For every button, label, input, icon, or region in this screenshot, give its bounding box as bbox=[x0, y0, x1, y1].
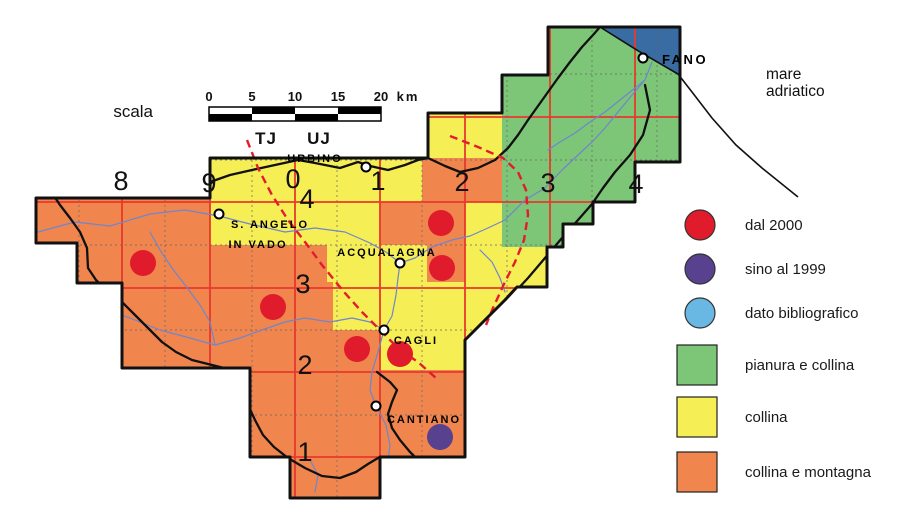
legend: dal 2000 sino al 1999 dato bibliografico pi… bbox=[676, 209, 872, 493]
sea-name-label: mare bbox=[766, 66, 801, 83]
town-label-acqualagna: ACQUALAGNA bbox=[337, 247, 436, 259]
terrain-cell-green bbox=[502, 202, 593, 224]
province-boundary-line bbox=[50, 191, 380, 480]
town-marker-urbino bbox=[360, 161, 372, 173]
terrain-cell-green bbox=[502, 162, 635, 202]
town-marker-s-angelo-in-vado bbox=[213, 208, 225, 220]
province-boundary-line bbox=[513, 83, 652, 294]
town-label-fano: FANO bbox=[662, 52, 708, 67]
scale-tick-label: 5 bbox=[248, 89, 255, 104]
utm-zone-label: UJ bbox=[307, 129, 331, 148]
province-boundary-line bbox=[426, 27, 602, 174]
scale-bar: scala 0 5 10 15 20 km TJ UJ bbox=[113, 89, 420, 148]
map-outline bbox=[34, 25, 682, 500]
grid-number: 2 bbox=[297, 350, 312, 380]
terrain-cell-green bbox=[502, 224, 563, 247]
zone-dashed-boundary bbox=[449, 134, 530, 326]
town-label-cantiano: CANTIANO bbox=[387, 414, 461, 426]
legend-swatch-circle bbox=[684, 209, 716, 241]
grid-number: 3 bbox=[540, 168, 555, 198]
grid-number: 3 bbox=[295, 269, 310, 299]
terrain-cell-yellow bbox=[210, 158, 422, 202]
legend-swatch-circle bbox=[684, 297, 716, 329]
grid-number: 4 bbox=[299, 184, 314, 214]
river-line bbox=[37, 61, 653, 264]
utm-zone-label: TJ bbox=[255, 129, 277, 148]
terrain-cell-yellow bbox=[327, 245, 380, 282]
scale-tick-label: 10 bbox=[288, 89, 302, 104]
river-line bbox=[39, 262, 401, 346]
town-marker-acqualagna bbox=[394, 257, 406, 269]
grid-number: 4 bbox=[628, 169, 643, 199]
town-label-cagli: CAGLI bbox=[394, 335, 438, 347]
legend-item-label: collina bbox=[745, 409, 788, 426]
sea-name-label: adriatico bbox=[766, 83, 825, 100]
town-label-urbino: URBINO bbox=[287, 153, 342, 165]
grid-number: 0 bbox=[285, 164, 300, 194]
legend-swatch-circle bbox=[684, 253, 716, 285]
legend-item-label: pianura e collina bbox=[745, 357, 855, 374]
record-dot-sino-al-1999 bbox=[427, 424, 453, 450]
grid-number: 1 bbox=[297, 437, 312, 467]
legend-swatch-square bbox=[676, 344, 718, 386]
river-line bbox=[369, 329, 391, 463]
scale-bar-frame bbox=[208, 106, 382, 122]
town-marker-cantiano bbox=[370, 400, 382, 412]
scale-segment bbox=[209, 107, 252, 114]
town-label-s-angelo-in-vado: S. ANGELO bbox=[231, 219, 309, 231]
town-marker-fano bbox=[637, 52, 649, 64]
river-line bbox=[547, 79, 646, 151]
scale-label: scala bbox=[113, 102, 153, 121]
scale-tick-label: 15 bbox=[331, 89, 345, 104]
terrain-cell-yellow bbox=[465, 202, 502, 287]
terrain-cell-orange bbox=[422, 158, 502, 202]
record-dot-dal-2000 bbox=[260, 294, 286, 320]
grid-number: 1 bbox=[370, 166, 385, 196]
scale-unit: km bbox=[397, 89, 420, 104]
legend-item-label: sino al 1999 bbox=[745, 261, 826, 278]
scale-tick-label: 0 bbox=[205, 89, 212, 104]
scale-segment bbox=[252, 114, 295, 121]
terrain-cell-yellow bbox=[333, 282, 465, 330]
grid-numbers: 8 9 0 1 2 3 4 4 3 2 1 bbox=[113, 164, 643, 467]
legend-swatch-square bbox=[676, 396, 718, 438]
record-dot-dal-2000 bbox=[428, 210, 454, 236]
grid-number: 9 bbox=[201, 168, 216, 198]
river-lines bbox=[37, 61, 653, 493]
scale-segment bbox=[252, 107, 295, 114]
scale-segment bbox=[338, 107, 381, 114]
record-dot-dal-2000 bbox=[130, 250, 156, 276]
legend-item-label: dal 2000 bbox=[745, 217, 803, 234]
grid-number: 8 bbox=[113, 166, 128, 196]
terrain-cell-green bbox=[502, 75, 548, 117]
town-markers: URBINO S. ANGELO IN VADO ACQUALAGNA CAGLI CAN… bbox=[213, 52, 708, 426]
record-dot-dal-2000 bbox=[344, 336, 370, 362]
record-dot-dal-2000 bbox=[429, 255, 455, 281]
scale-segment bbox=[295, 114, 338, 121]
grid-number: 2 bbox=[454, 167, 469, 197]
terrain-cell-orange bbox=[122, 198, 210, 370]
legend-swatch-square bbox=[676, 451, 718, 493]
record-dots bbox=[130, 210, 455, 450]
legend-item-label: collina e montagna bbox=[745, 464, 872, 481]
town-label-s-angelo-in-vado: IN VADO bbox=[228, 239, 287, 251]
town-marker-cagli bbox=[378, 324, 390, 336]
scale-segment bbox=[295, 107, 338, 114]
legend-item-label: dato bibliografico bbox=[745, 305, 858, 322]
scale-tick-label: 20 bbox=[374, 89, 388, 104]
scale-segment bbox=[338, 114, 381, 121]
province-boundary-line bbox=[375, 370, 417, 459]
river-line bbox=[149, 231, 216, 346]
record-dot-dal-2000 bbox=[387, 341, 413, 367]
terrain-cell-green bbox=[502, 117, 680, 162]
scale-segment bbox=[209, 114, 252, 121]
